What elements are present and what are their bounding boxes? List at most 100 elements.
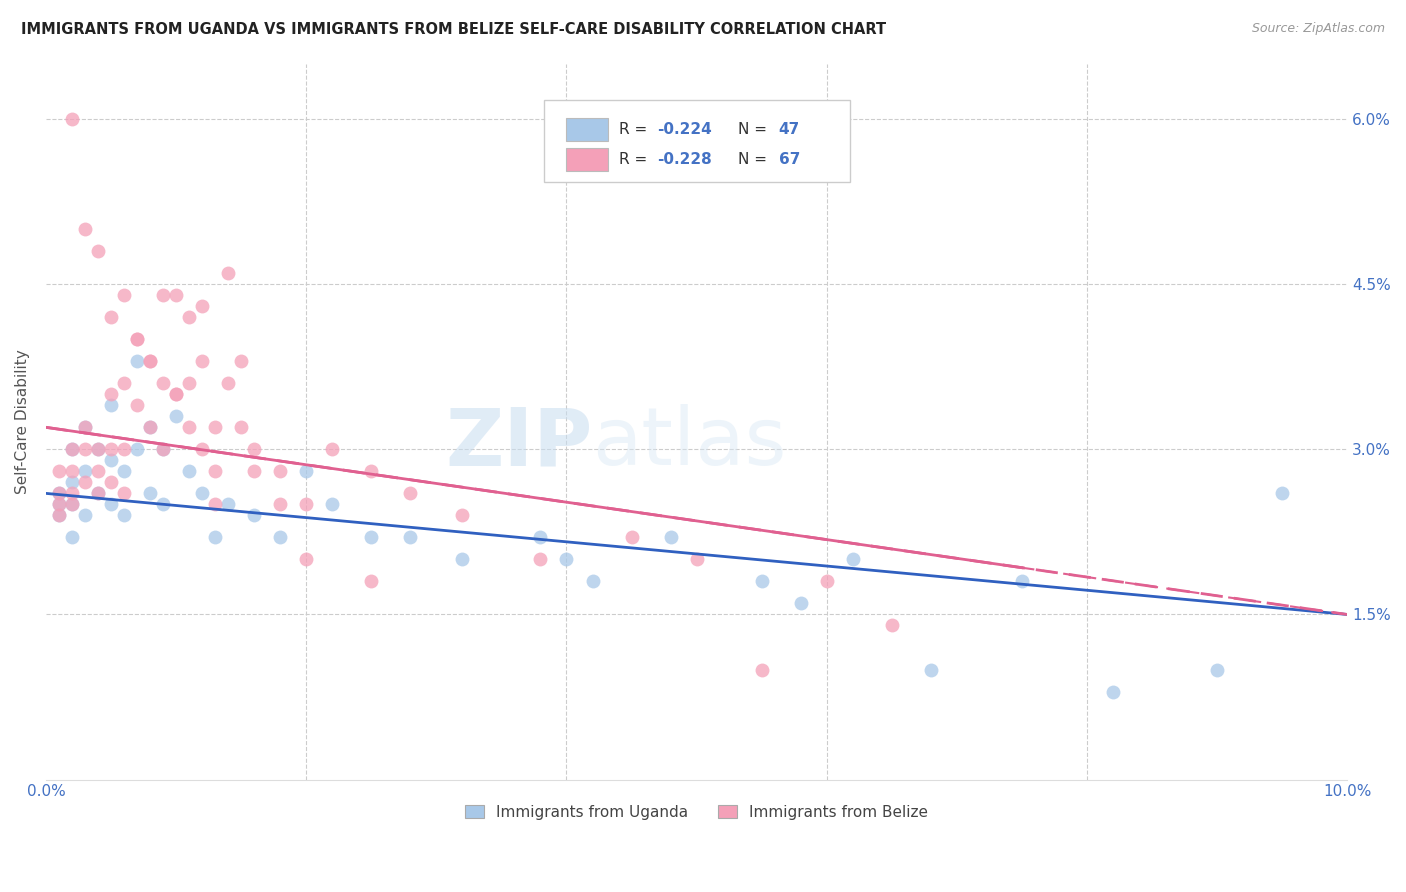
Point bbox=[581, 574, 603, 589]
Point bbox=[60, 112, 83, 127]
Point bbox=[87, 464, 110, 478]
Point bbox=[360, 464, 382, 478]
Y-axis label: Self-Care Disability: Self-Care Disability bbox=[15, 350, 30, 494]
Point bbox=[112, 464, 135, 478]
Point bbox=[73, 508, 96, 523]
Point bbox=[179, 310, 201, 325]
Text: -0.224: -0.224 bbox=[658, 121, 713, 136]
Point bbox=[620, 530, 643, 544]
Point bbox=[321, 497, 343, 511]
Point bbox=[751, 574, 773, 589]
Point bbox=[152, 442, 174, 457]
Point bbox=[360, 574, 382, 589]
Point bbox=[48, 508, 70, 523]
Point bbox=[60, 442, 83, 457]
Point bbox=[231, 420, 253, 434]
Point bbox=[295, 552, 318, 566]
Point bbox=[60, 497, 83, 511]
Point bbox=[179, 464, 201, 478]
Point bbox=[87, 442, 110, 457]
Text: N =: N = bbox=[738, 121, 772, 136]
Text: Source: ZipAtlas.com: Source: ZipAtlas.com bbox=[1251, 22, 1385, 36]
Point bbox=[243, 442, 266, 457]
Text: ZIP: ZIP bbox=[446, 404, 592, 483]
Point bbox=[100, 453, 122, 467]
Point bbox=[152, 497, 174, 511]
Point bbox=[73, 464, 96, 478]
Point bbox=[165, 387, 187, 401]
Point bbox=[231, 354, 253, 368]
Point bbox=[152, 442, 174, 457]
Point bbox=[269, 530, 291, 544]
Point bbox=[60, 486, 83, 500]
Point bbox=[659, 530, 682, 544]
Point bbox=[842, 552, 865, 566]
Point bbox=[125, 332, 148, 346]
Point bbox=[217, 266, 239, 280]
Point bbox=[112, 376, 135, 391]
Point bbox=[100, 310, 122, 325]
Point bbox=[125, 398, 148, 412]
Point bbox=[529, 552, 551, 566]
Point bbox=[1011, 574, 1033, 589]
Point bbox=[139, 354, 162, 368]
Point bbox=[100, 398, 122, 412]
Point bbox=[815, 574, 838, 589]
Point bbox=[73, 222, 96, 236]
Point bbox=[139, 420, 162, 434]
Point bbox=[60, 475, 83, 490]
Point bbox=[555, 552, 578, 566]
FancyBboxPatch shape bbox=[567, 148, 609, 171]
Point bbox=[165, 288, 187, 302]
Point bbox=[217, 376, 239, 391]
Point bbox=[60, 442, 83, 457]
Point bbox=[191, 354, 214, 368]
Point bbox=[399, 486, 422, 500]
Text: R =: R = bbox=[619, 121, 651, 136]
Point bbox=[112, 288, 135, 302]
Point bbox=[60, 530, 83, 544]
Point bbox=[112, 486, 135, 500]
Point bbox=[139, 420, 162, 434]
Point bbox=[112, 442, 135, 457]
Point bbox=[100, 442, 122, 457]
Point bbox=[48, 497, 70, 511]
Text: R =: R = bbox=[619, 153, 651, 168]
Point bbox=[73, 475, 96, 490]
Point bbox=[73, 420, 96, 434]
Point bbox=[191, 442, 214, 457]
Point bbox=[139, 486, 162, 500]
Point bbox=[179, 376, 201, 391]
Point bbox=[125, 332, 148, 346]
Point bbox=[125, 354, 148, 368]
Text: 47: 47 bbox=[779, 121, 800, 136]
Point bbox=[243, 508, 266, 523]
Point bbox=[152, 376, 174, 391]
Point bbox=[100, 497, 122, 511]
Point bbox=[360, 530, 382, 544]
Point bbox=[790, 597, 813, 611]
Point bbox=[165, 387, 187, 401]
Point bbox=[48, 464, 70, 478]
Point bbox=[920, 663, 942, 677]
Point bbox=[295, 464, 318, 478]
Point bbox=[321, 442, 343, 457]
Legend: Immigrants from Uganda, Immigrants from Belize: Immigrants from Uganda, Immigrants from … bbox=[460, 798, 934, 826]
Point bbox=[204, 464, 226, 478]
Text: IMMIGRANTS FROM UGANDA VS IMMIGRANTS FROM BELIZE SELF-CARE DISABILITY CORRELATIO: IMMIGRANTS FROM UGANDA VS IMMIGRANTS FRO… bbox=[21, 22, 886, 37]
Point bbox=[100, 387, 122, 401]
FancyBboxPatch shape bbox=[567, 118, 609, 141]
Point bbox=[1271, 486, 1294, 500]
Point bbox=[880, 618, 903, 632]
Point bbox=[191, 299, 214, 313]
Point bbox=[152, 288, 174, 302]
Point bbox=[204, 420, 226, 434]
Point bbox=[451, 508, 474, 523]
Point bbox=[529, 530, 551, 544]
Point bbox=[1206, 663, 1229, 677]
Point bbox=[243, 464, 266, 478]
Point bbox=[73, 420, 96, 434]
Point bbox=[60, 497, 83, 511]
Point bbox=[73, 442, 96, 457]
Point bbox=[1102, 684, 1125, 698]
